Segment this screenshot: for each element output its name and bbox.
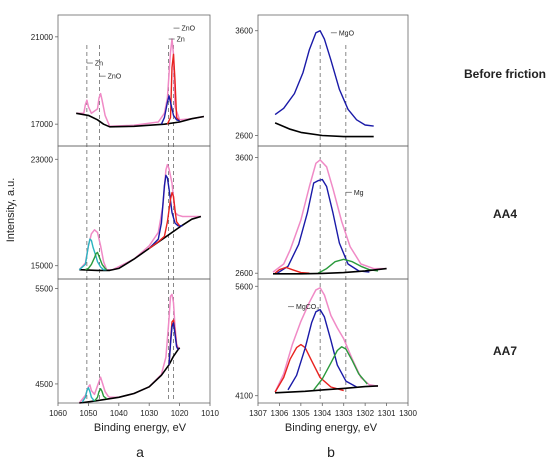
x-tick-label: 1302: [356, 409, 374, 418]
envelope-curve: [78, 293, 180, 404]
y-tick-label: 4500: [35, 380, 53, 389]
y-tick-label: 2600: [235, 269, 253, 278]
plot-content: Zn ZnO Zn ZnO MgO Mg MgCO₃: [76, 26, 387, 404]
x-tick-label: 1060: [49, 409, 67, 418]
background-curve: [79, 347, 181, 404]
row-label-before-friction: Before friction: [464, 67, 546, 81]
component-curve: [313, 346, 368, 391]
x-tick-label: 1305: [292, 409, 310, 418]
annotation-label: Zn: [95, 61, 103, 68]
y-tick-label: 15000: [31, 262, 54, 271]
x-axis-label-right: Binding energy, eV: [285, 422, 378, 434]
x-tick-label: 1301: [378, 409, 396, 418]
panel-letter-a: a: [136, 444, 144, 460]
x-tick-label: 1020: [171, 409, 189, 418]
annotation-label: Zn: [177, 37, 185, 44]
panel-letter-b: b: [327, 444, 335, 460]
annotation-label: MgCO₃: [296, 304, 319, 311]
y-tick-label: 3600: [235, 27, 253, 36]
component-curve: [274, 30, 374, 127]
panel-frame-a-aa7: [57, 278, 211, 404]
component-curve: [93, 388, 108, 402]
x-tick-label: 1010: [201, 409, 219, 418]
y-tick-label: 5500: [35, 285, 53, 294]
annotation-label: Mg: [354, 190, 364, 197]
y-tick-label: 4100: [235, 392, 253, 401]
component-curve: [81, 387, 96, 403]
component-curve: [276, 178, 370, 274]
x-tick-label: 1300: [399, 409, 417, 418]
y-axis-label: Intensity, a.u.: [5, 178, 17, 243]
component-curve: [78, 238, 107, 271]
row-label-aa7: AA7: [493, 344, 517, 358]
envelope-curve: [274, 287, 379, 393]
y-tick-label: 5600: [235, 282, 253, 291]
envelope-curve: [76, 38, 205, 128]
x-tick-label: 1030: [140, 409, 158, 418]
background-curve: [274, 122, 374, 138]
x-tick-label: 1040: [110, 409, 128, 418]
component-curve: [148, 174, 183, 249]
y-tick-label: 21000: [31, 33, 54, 42]
panel-frame-b-aa7: [257, 278, 409, 404]
component-curve: [317, 258, 379, 274]
y-tick-label: 23000: [31, 155, 54, 164]
x-tick-label: 1050: [80, 409, 98, 418]
x-tick-label: 1304: [313, 409, 331, 418]
annotation-label: ZnO: [108, 74, 122, 81]
component-curve: [274, 266, 310, 274]
component-curve: [85, 251, 108, 271]
background-curve: [273, 267, 387, 275]
component-curve: [148, 191, 181, 249]
axes-ticks: 1060 1050 1040 1030 1020 1010 1307 1306 1305 1304…: [31, 27, 418, 418]
panel-frame-b-before-friction: [257, 14, 409, 147]
component-curve: [274, 343, 344, 393]
x-tick-label: 1303: [335, 409, 353, 418]
component-curve: [287, 308, 357, 391]
background-curve: [76, 112, 205, 128]
annotation-label: ZnO: [182, 26, 196, 33]
x-axis-label-left: Binding energy, eV: [94, 422, 187, 434]
panel-frames: [57, 14, 409, 404]
y-tick-label: 2600: [235, 132, 253, 141]
y-tick-label: 17000: [31, 120, 54, 129]
component-curve: [168, 322, 179, 365]
annotation-label: MgO: [339, 30, 355, 37]
y-tick-label: 3600: [235, 154, 253, 163]
x-tick-label: 1307: [249, 409, 267, 418]
envelope-curve: [272, 159, 387, 273]
component-curve: [166, 53, 181, 125]
row-label-aa4: AA4: [493, 207, 517, 221]
component-curve: [160, 95, 180, 125]
x-tick-label: 1306: [271, 409, 289, 418]
background-curve: [275, 385, 379, 394]
